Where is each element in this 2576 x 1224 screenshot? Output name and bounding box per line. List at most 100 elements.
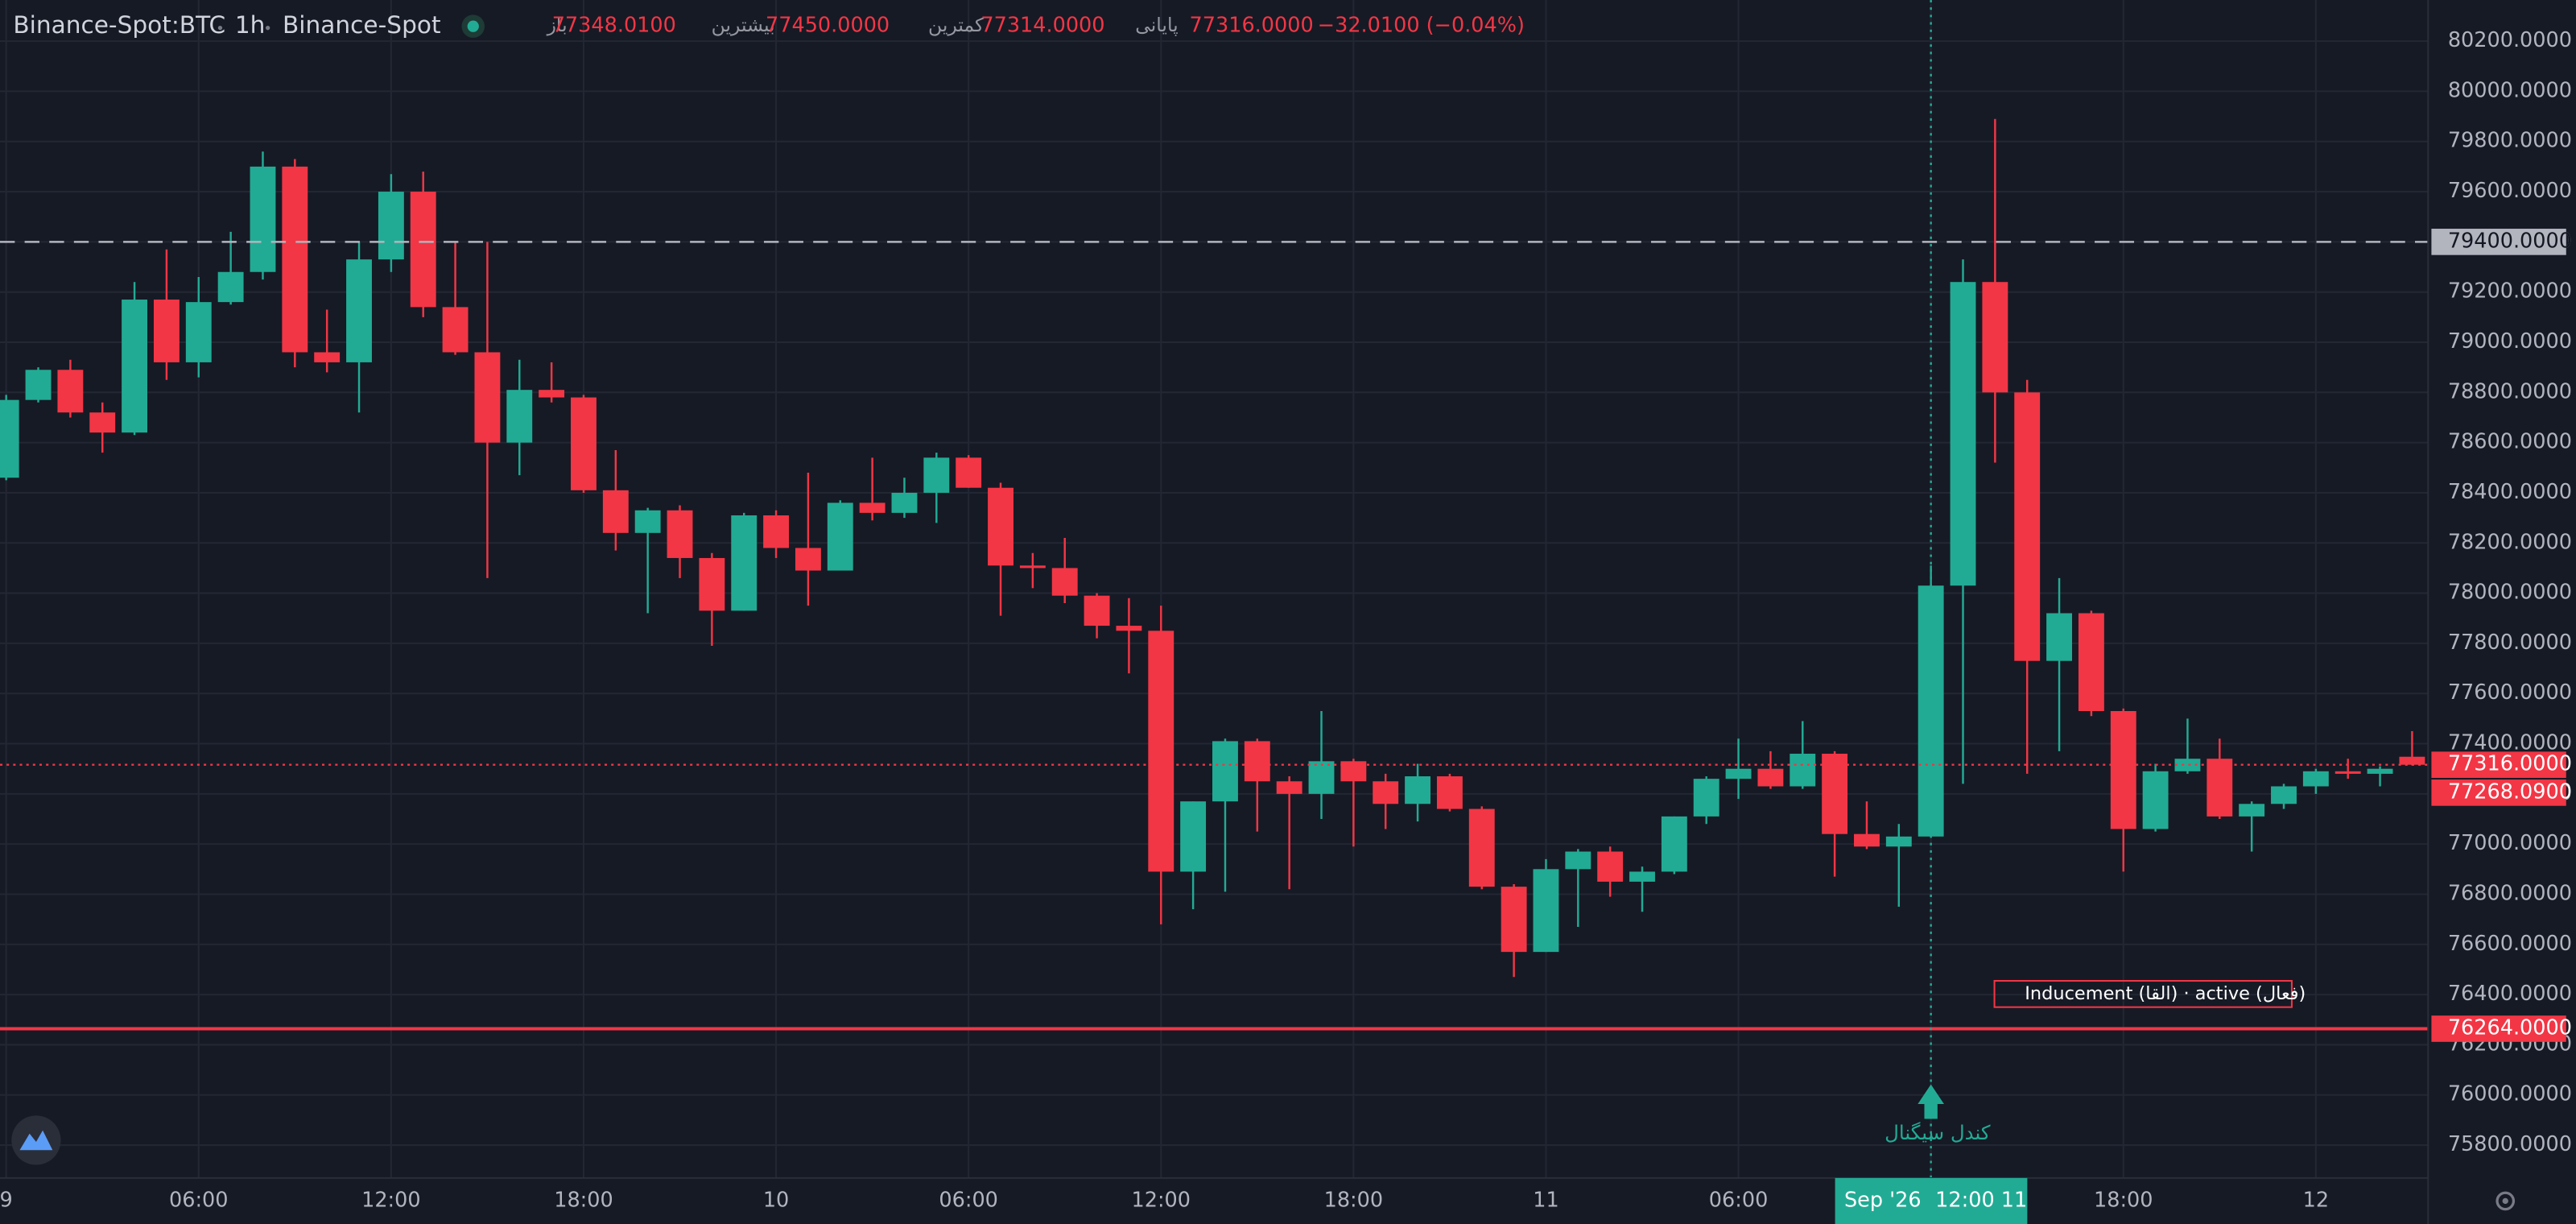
y-tick-label: 76400.0000 <box>2448 982 2572 1006</box>
y-tick-label: 78200.0000 <box>2448 530 2572 554</box>
candle-body <box>506 390 533 443</box>
candle-body <box>474 352 501 443</box>
candle-body <box>25 370 52 400</box>
header-label: بیشترین <box>712 14 775 36</box>
candle-body <box>891 492 918 513</box>
candle-body <box>442 307 469 353</box>
candle-body <box>2046 613 2072 661</box>
candle-body <box>2271 786 2297 804</box>
price-label-box <box>2431 779 2566 806</box>
separator-dot <box>266 26 270 31</box>
candle-body <box>1790 753 1816 787</box>
price-label: 77268.0900 <box>2448 779 2572 804</box>
header-label: باز <box>547 14 568 36</box>
candle-body <box>2399 756 2425 765</box>
candle-body <box>185 302 212 362</box>
candle-body <box>0 399 19 478</box>
settings-icon[interactable] <box>2496 1191 2516 1211</box>
candle-body <box>89 412 116 433</box>
candle-body <box>2142 771 2169 829</box>
header-text: 1h <box>235 11 266 39</box>
x-tick-label: 12:00 <box>1132 1188 1191 1212</box>
signal-label: کندل سیگنال <box>1885 1121 1991 1144</box>
candle-body <box>314 352 341 362</box>
header-value: 77348.0100 <box>552 14 676 38</box>
annotation-text: Inducement (القا) · active (فعال) <box>2025 983 2306 1004</box>
logo-icon[interactable] <box>19 1130 53 1151</box>
candle-body <box>1051 568 1078 596</box>
candle-body <box>346 259 372 362</box>
candle-body <box>1533 869 1559 953</box>
x-tick-label: 06:00 <box>939 1188 998 1212</box>
header-change: −32.0100 (−0.04%) <box>1318 14 1525 38</box>
y-tick-label: 77600.0000 <box>2448 680 2572 705</box>
x-tick-label: 12:00 <box>361 1188 421 1212</box>
candle-body <box>667 510 693 558</box>
candle-body <box>1084 595 1110 626</box>
candle-body <box>1148 631 1174 872</box>
x-tick-label: 11 <box>1533 1188 1558 1212</box>
x-tick-label: 9 <box>0 1188 13 1212</box>
separator-dot <box>217 26 223 31</box>
y-tick-label: 78600.0000 <box>2448 430 2572 454</box>
candle-body <box>1212 741 1238 802</box>
candle-body <box>250 166 276 272</box>
candle-body <box>571 397 597 490</box>
candle-body <box>122 300 148 433</box>
candle-body <box>1436 776 1463 809</box>
candle-body <box>1661 816 1687 872</box>
x-tick-label: 18:00 <box>1324 1188 1384 1212</box>
candle-body <box>634 510 661 533</box>
candle-body <box>1885 836 1912 847</box>
y-tick-label: 77400.0000 <box>2448 731 2572 755</box>
candle-body <box>1019 565 1046 569</box>
candle-body <box>1180 801 1207 872</box>
x-tick-label: 06:00 <box>1709 1188 1769 1212</box>
x-tick-label: 10 <box>763 1188 789 1212</box>
overlays: Inducement (القا) · active (فعال) کندل سی… <box>0 0 2429 1178</box>
candle-body <box>1308 761 1335 794</box>
candle-body <box>217 271 244 303</box>
candle-body <box>988 487 1013 566</box>
x-tick-label: 18:00 <box>2094 1188 2153 1212</box>
logo[interactable] <box>11 1115 61 1165</box>
candle-body <box>2207 759 2233 817</box>
gear-hub[interactable] <box>2502 1197 2508 1205</box>
y-tick-label: 75800.0000 <box>2448 1132 2572 1156</box>
header-text: Binance-Spot:BTC <box>13 11 225 39</box>
candle-body <box>763 515 790 548</box>
x-tick-label: 06:00 <box>169 1188 229 1212</box>
candle-body <box>1276 781 1302 794</box>
header-text: Binance-Spot <box>283 11 441 39</box>
y-tick-label: 80000.0000 <box>2448 78 2572 102</box>
logo-circle[interactable] <box>11 1115 61 1165</box>
candle-body <box>1597 851 1624 882</box>
y-tick-label: 76000.0000 <box>2448 1082 2572 1106</box>
y-tick-label: 79600.0000 <box>2448 179 2572 203</box>
price-label: 79400.0000 <box>2448 229 2572 253</box>
y-tick-label: 79200.0000 <box>2448 279 2572 304</box>
candle-body <box>282 166 308 353</box>
y-tick-label: 76600.0000 <box>2448 932 2572 956</box>
candle-body <box>1116 626 1142 631</box>
candle-body <box>602 490 629 533</box>
candle-body <box>1854 833 1880 847</box>
candle-body <box>2014 392 2041 661</box>
price-label: 77316.0000 <box>2448 752 2572 776</box>
price-label-box <box>2431 1015 2566 1042</box>
candle-body <box>1950 282 1976 586</box>
y-tick-label: 78400.0000 <box>2448 480 2572 504</box>
candle-body <box>2334 771 2361 774</box>
header-value: 77316.0000 <box>1190 14 1314 38</box>
candle-body <box>699 557 725 611</box>
candle-body <box>1501 887 1527 953</box>
candle-body <box>1757 768 1784 787</box>
candle-body <box>378 192 404 260</box>
candle-body <box>1565 851 1591 870</box>
gear[interactable] <box>2496 1191 2516 1211</box>
candles <box>0 118 2425 978</box>
header-value: 77314.0000 <box>980 14 1104 38</box>
